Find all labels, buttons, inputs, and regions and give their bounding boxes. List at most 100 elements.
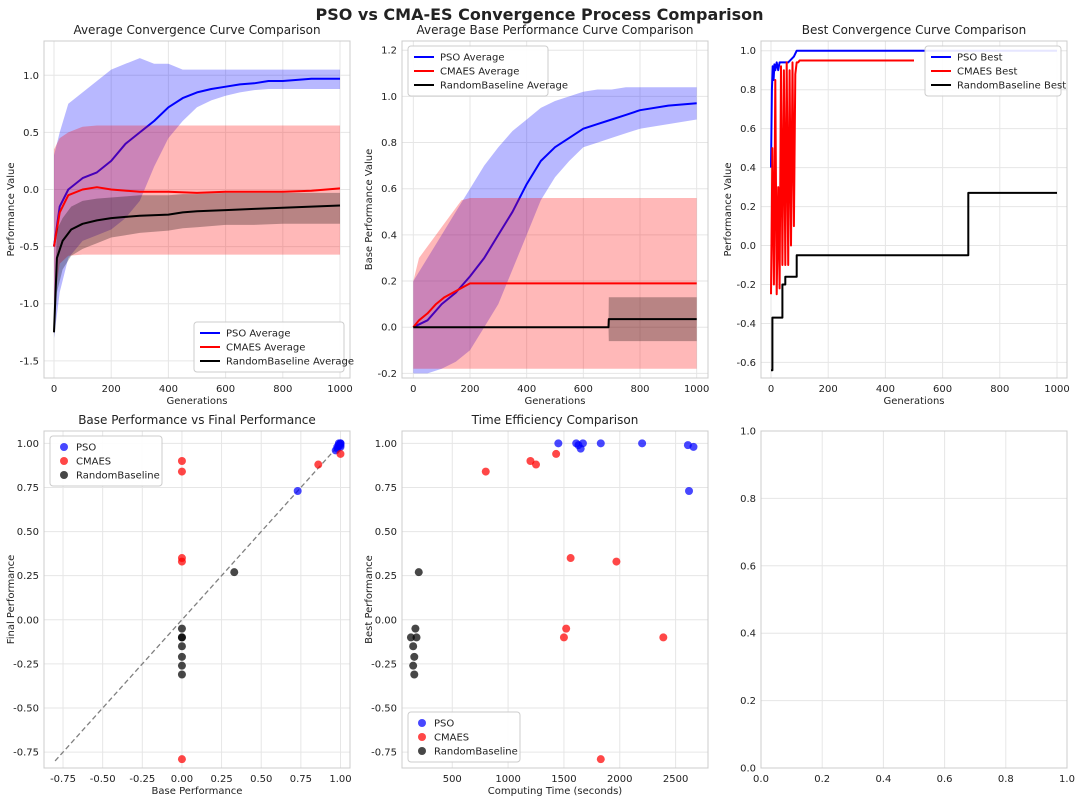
y-tick-label: 0.4 — [740, 163, 756, 174]
y-tick-label: 1.0 — [740, 427, 756, 438]
y-tick-label: 0.0 — [740, 241, 756, 252]
point-cmaes — [596, 755, 605, 764]
x-tick-label: 0.00 — [171, 774, 193, 785]
x-tick-label: 600 — [933, 384, 952, 395]
point-random — [177, 652, 186, 661]
legend-label: RandomBaseline — [434, 747, 518, 758]
point-pso — [336, 439, 345, 448]
y-tick-label: 0.5 — [23, 128, 39, 139]
y-tick-label: -0.50 — [371, 704, 397, 715]
y-tick-label: 0.50 — [375, 527, 397, 538]
x-tick-label: 600 — [216, 384, 235, 395]
legend-swatch-cmaes — [60, 457, 68, 465]
y-tick-label: 0.50 — [17, 527, 39, 538]
legend: PSO Best CMAES Best RandomBaseline Best — [924, 45, 1066, 97]
x-tick-label: 0.8 — [998, 774, 1014, 785]
point-cmaes — [336, 449, 345, 458]
axes-frame — [401, 430, 709, 769]
point-cmaes — [612, 557, 621, 566]
y-axis-label: Best Performance — [364, 555, 375, 644]
legend-label: RandomBaseline — [76, 471, 160, 482]
point-random — [177, 670, 186, 679]
point-random — [410, 652, 419, 661]
series-line-random — [53, 204, 341, 333]
legend-label: PSO Best — [957, 53, 1003, 64]
x-tick-label: 1000 — [1044, 384, 1069, 395]
legend-box — [924, 45, 1062, 97]
y-tick-label: 0.4 — [381, 230, 397, 241]
x-tick-label: 0.50 — [250, 774, 272, 785]
x-axis-label: Generations — [525, 396, 586, 407]
plot-background — [402, 41, 708, 378]
x-tick-label: -0.25 — [129, 774, 155, 785]
chart-title: Best Convergence Curve Comparison — [802, 23, 1026, 37]
y-tick-label: 0.25 — [17, 571, 39, 582]
x-tick-label: 800 — [273, 384, 292, 395]
x-tick-label: 2000 — [607, 774, 632, 785]
legend-swatch-pso — [418, 719, 426, 727]
legend-swatch-random — [418, 747, 426, 755]
y-tick-label: 1.0 — [381, 92, 397, 103]
x-tick-label: 0 — [410, 384, 416, 395]
point-cmaes — [177, 755, 186, 764]
x-tick-label: 0.4 — [875, 774, 891, 785]
series-line-random — [771, 191, 1057, 372]
point-random — [414, 568, 423, 577]
diagonal-line — [54, 442, 341, 762]
legend-box — [407, 711, 521, 763]
figure-title: PSO vs CMA-ES Convergence Process Compar… — [315, 5, 764, 24]
x-tick-label: 1000 — [327, 384, 352, 395]
point-random — [412, 633, 421, 642]
axes-frame — [760, 430, 1068, 769]
x-tick-label: 400 — [517, 384, 536, 395]
y-tick-label: 0.75 — [17, 483, 39, 494]
chart-best_conv: 0 200 400 600 800 1000 -0.6 -0.4 -0.2 0.0 0.2 0.4 0.… — [723, 23, 1070, 407]
legend-label: RandomBaseline Average — [226, 357, 354, 368]
point-random — [406, 633, 415, 642]
chart-base_vs_final: -0.75 -0.50 -0.25 0.00 0.25 0.50 0.75 1.00 -0.75… — [6, 413, 352, 797]
band-pso — [413, 87, 697, 374]
series-line-cmaes — [412, 282, 697, 328]
chart-time_eff: 500 1000 1500 2000 2500 -0.75 -0.50 -0.25 0.00 0.… — [364, 413, 709, 797]
legend-label: CMAES — [76, 457, 111, 468]
y-tick-label: -0.2 — [377, 369, 397, 380]
x-tick-label: 1.00 — [329, 774, 351, 785]
point-random — [409, 661, 418, 670]
x-tick-label: 0.25 — [210, 774, 232, 785]
x-axis-label: Computing Time (seconds) — [488, 786, 623, 797]
y-tick-label: 1.0 — [23, 71, 39, 82]
point-random — [409, 642, 418, 651]
chart-empty: 0.0 0.2 0.4 0.6 0.8 1.0 0.0 0.2 0.4 0.6 0.8 1.0 — [740, 427, 1075, 786]
point-cmaes — [481, 467, 490, 476]
legend-box — [407, 45, 549, 97]
series-line-pso — [412, 102, 697, 329]
plot-area — [54, 439, 345, 764]
y-tick-label: 1.0 — [740, 46, 756, 57]
band-pso — [54, 58, 340, 338]
chart-title: Average Convergence Curve Comparison — [73, 23, 320, 37]
y-tick-label: -0.50 — [13, 704, 39, 715]
legend: PSO Average CMAES Average RandomBaseline A… — [193, 321, 354, 373]
point-cmaes — [559, 633, 568, 642]
x-tick-label: 0 — [51, 384, 57, 395]
legend: PSO CMAES RandomBaseline — [49, 435, 163, 487]
series-line-pso — [53, 77, 340, 247]
point-random — [230, 568, 239, 577]
y-tick-label: 0.4 — [740, 629, 756, 640]
point-pso — [685, 486, 694, 495]
y-tick-label: -0.5 — [19, 242, 39, 253]
point-pso — [293, 486, 302, 495]
legend-label: PSO — [434, 719, 454, 730]
y-tick-label: 0.00 — [17, 615, 39, 626]
point-cmaes — [177, 456, 186, 465]
point-cmaes — [314, 460, 323, 469]
chart-title: Average Base Performance Curve Compariso… — [416, 23, 693, 37]
x-tick-label: 800 — [630, 384, 649, 395]
series-line-cmaes — [770, 59, 914, 296]
chart-avg_conv: 0 200 400 600 800 1000 -1.5 -1.0 -0.5 0.0 0.5 1.0 Av… — [6, 23, 354, 407]
x-axis-label: Generations — [884, 396, 945, 407]
legend: PSO CMAES RandomBaseline — [407, 711, 521, 763]
x-tick-label: 2500 — [663, 774, 688, 785]
